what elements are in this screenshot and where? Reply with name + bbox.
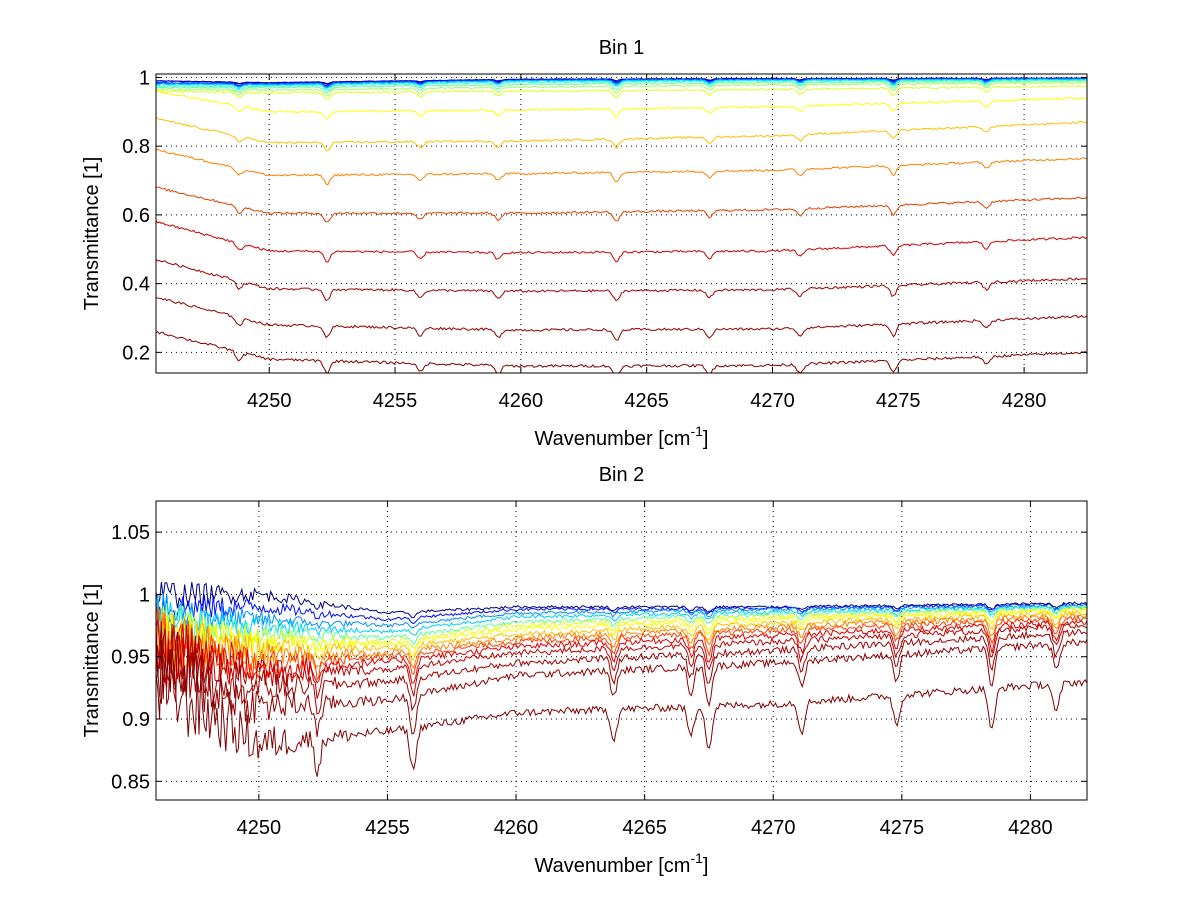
bin1-x-tick-label: 4255: [373, 390, 418, 412]
bin1-axes-frame: [155, 73, 1088, 374]
bin2-series-line: [156, 619, 1087, 685]
bin2-x-axis-label-main: Wavenumber [cm: [535, 855, 691, 877]
bin2-y-axis-label: Transmittance [1]: [81, 584, 103, 738]
bin2-axes-frame: [155, 500, 1088, 801]
bin1-series-line: [156, 90, 1087, 120]
bin1-y-tick-label: 0.6: [122, 205, 150, 227]
bin2-y-tick-label: 1: [139, 584, 150, 606]
bin1-series-line: [156, 84, 1087, 100]
bin1-series-line: [156, 186, 1087, 223]
bin1-series-line: [156, 148, 1087, 186]
bin2-ticks: 4250 4255 4260 4265 4270 4275 4280 0.85 0.9 0.95 1…: [111, 501, 1087, 839]
bin2-series-line: [156, 609, 1087, 669]
bin1-x-tick-label: 4260: [499, 390, 544, 412]
bin2-y-tick-label: 0.9: [122, 709, 150, 731]
bin2-x-tick-label: 4265: [622, 817, 667, 839]
bin1-y-tick-label: 0.2: [122, 342, 150, 364]
bin2-series-line: [156, 606, 1087, 651]
bin2-x-tick-label: 4280: [1008, 817, 1053, 839]
bin2-series-line: [156, 602, 1087, 648]
bin1-series-line: [156, 117, 1087, 152]
bin1-y-tick-label: 0.4: [122, 274, 150, 296]
bin1-y-tick-label: 0.8: [122, 136, 150, 158]
bin2-series-line: [156, 621, 1087, 715]
bin2-x-axis-label: Wavenumber [cm-1]: [535, 850, 709, 877]
bin2-series-line: [156, 606, 1087, 663]
bin2-y-tick-label: 0.85: [111, 771, 150, 793]
bin2-series-line: [156, 623, 1087, 699]
bin1-x-tick-label: 4280: [1002, 390, 1047, 412]
bin2-y-tick-label: 1.05: [111, 522, 150, 544]
bin2-series-line: [156, 606, 1087, 681]
bin2-x-axis-label-sup: -1: [690, 850, 703, 866]
bin1-y-tick-label: 1: [139, 67, 150, 89]
bin2-x-tick-label: 4250: [237, 817, 282, 839]
bin2-chart: 4250 4255 4260 4265 4270 4275 4280 0.85 0.9 0.95 1…: [81, 464, 1088, 877]
bin2-grid: [156, 501, 1087, 800]
bin1-x-tick-label: 4275: [876, 390, 921, 412]
bin1-series-line: [156, 79, 1087, 91]
bin1-x-axis-label-suffix: ]: [703, 428, 709, 450]
bin1-ticks: 4250 4255 4260 4265 4270 4275 4280 0.2 0.4 0.6 0.8…: [122, 67, 1087, 412]
bin1-series-line: [156, 81, 1087, 97]
bin1-series-line: [156, 331, 1087, 373]
bin1-y-axis-label: Transmittance [1]: [81, 157, 103, 311]
bin2-series-line: [156, 594, 1087, 625]
bin1-x-tick-label: 4270: [750, 390, 795, 412]
bin1-series-line: [156, 259, 1087, 302]
bin2-series-line: [156, 640, 1087, 777]
bin1-title: Bin 1: [599, 37, 645, 59]
bin1-series-group: [156, 77, 1087, 373]
bin1-series-line: [156, 297, 1087, 341]
bin2-series-line: [156, 628, 1087, 737]
bin2-x-axis-label-suffix: ]: [703, 855, 709, 877]
bin1-x-axis-label-sup: -1: [690, 423, 703, 439]
bin1-x-axis-label-main: Wavenumber [cm: [535, 428, 691, 450]
bin1-x-tick-label: 4265: [624, 390, 669, 412]
bin2-title: Bin 2: [599, 464, 645, 486]
bin1-series-line: [156, 220, 1087, 263]
bin2-series-group: [156, 581, 1087, 777]
bin2-x-tick-label: 4260: [494, 817, 539, 839]
bin2-series-line: [156, 609, 1087, 677]
bin2-x-tick-label: 4270: [751, 817, 796, 839]
bin1-x-tick-label: 4250: [247, 390, 292, 412]
bin2-series-line: [156, 593, 1087, 631]
bin2-y-tick-label: 0.95: [111, 647, 150, 669]
bin2-x-tick-label: 4275: [880, 817, 925, 839]
bin2-x-tick-label: 4255: [365, 817, 410, 839]
bin1-series-line: [156, 79, 1087, 94]
bin1-x-axis-label: Wavenumber [cm-1]: [535, 423, 709, 450]
bin1-chart: 4250 4255 4260 4265 4270 4275 4280 0.2 0.4 0.6 0.8…: [81, 37, 1088, 450]
